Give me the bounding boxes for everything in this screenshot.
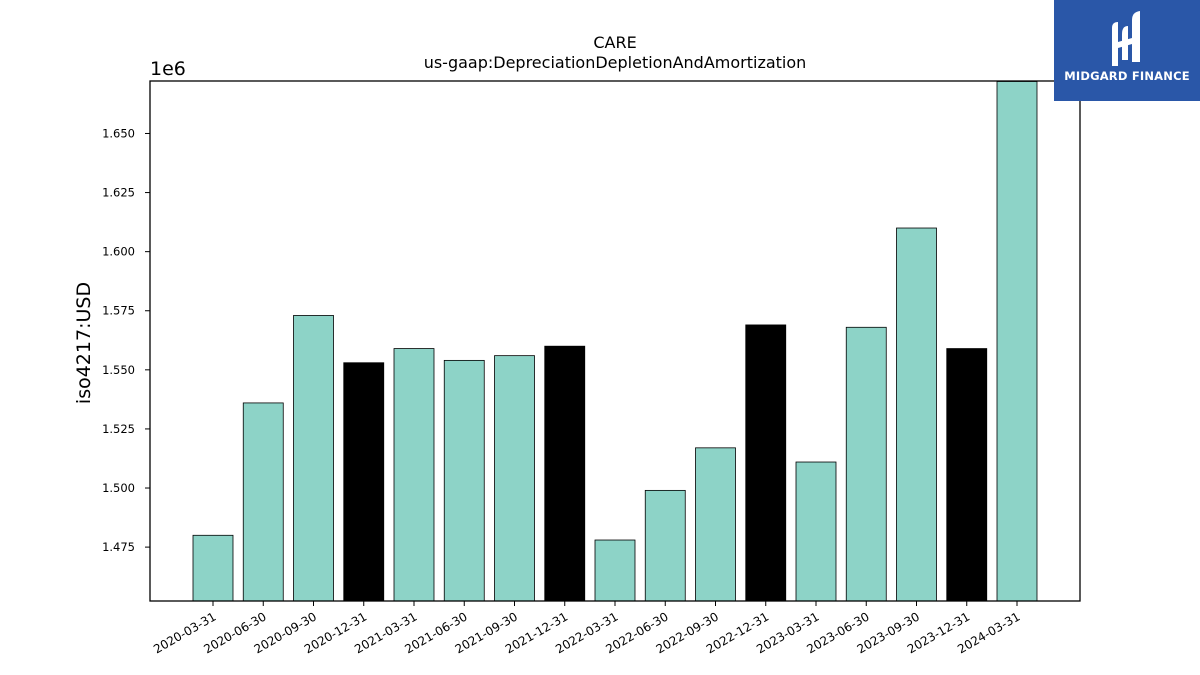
y-tick-label: 1.600 (102, 245, 135, 259)
y-tick-label: 1.575 (102, 304, 135, 318)
chart-subtitle: us-gaap:DepreciationDepletionAndAmortiza… (424, 53, 807, 72)
bar-2023-09-30 (896, 227, 937, 602)
bar-2022-03-31 (594, 539, 636, 602)
bar-2023-03-31 (795, 461, 837, 602)
y-offset-label: 1e6 (150, 58, 186, 80)
bar-2021-06-30 (443, 359, 485, 602)
logo-text: MIDGARD FINANCE (1064, 69, 1190, 83)
bar-2021-12-31 (544, 345, 586, 602)
y-ticks-group: 1.475 1.500 1.525 1.550 1.575 1.600 1.625 1.650 (102, 126, 150, 554)
chart-title: CARE (593, 33, 636, 52)
y-axis-label: iso4217:USD (73, 282, 95, 404)
bar-2022-06-30 (644, 489, 686, 602)
y-tick-label: 1.550 (102, 363, 135, 377)
bar-2022-12-31 (745, 324, 787, 602)
bar-2020-12-31 (343, 362, 385, 602)
bar-2024-03-31 (996, 81, 1038, 602)
bar-2020-09-30 (293, 315, 334, 602)
y-tick-label: 1.500 (102, 481, 135, 495)
y-tick-label: 1.475 (102, 540, 135, 554)
bar-2022-09-30 (695, 447, 736, 602)
bar-2021-03-31 (393, 348, 435, 602)
bar-2020-03-31 (192, 534, 234, 602)
x-ticks-group: 2020-03-312020-06-302020-09-302020-12-31… (151, 601, 1023, 656)
midgard-logo-icon (1112, 11, 1140, 66)
midgard-finance-logo: MIDGARD FINANCE (1054, 0, 1200, 101)
y-tick-label: 1.525 (102, 422, 135, 436)
bars-group (192, 81, 1038, 602)
bar-2021-09-30 (494, 355, 535, 602)
bar-2020-06-30 (242, 402, 284, 602)
y-tick-label: 1.650 (102, 126, 135, 140)
bar-2023-06-30 (845, 326, 887, 602)
bar-2023-12-31 (946, 348, 988, 602)
plot-frame (149, 80, 1081, 602)
y-tick-label: 1.625 (102, 186, 135, 200)
